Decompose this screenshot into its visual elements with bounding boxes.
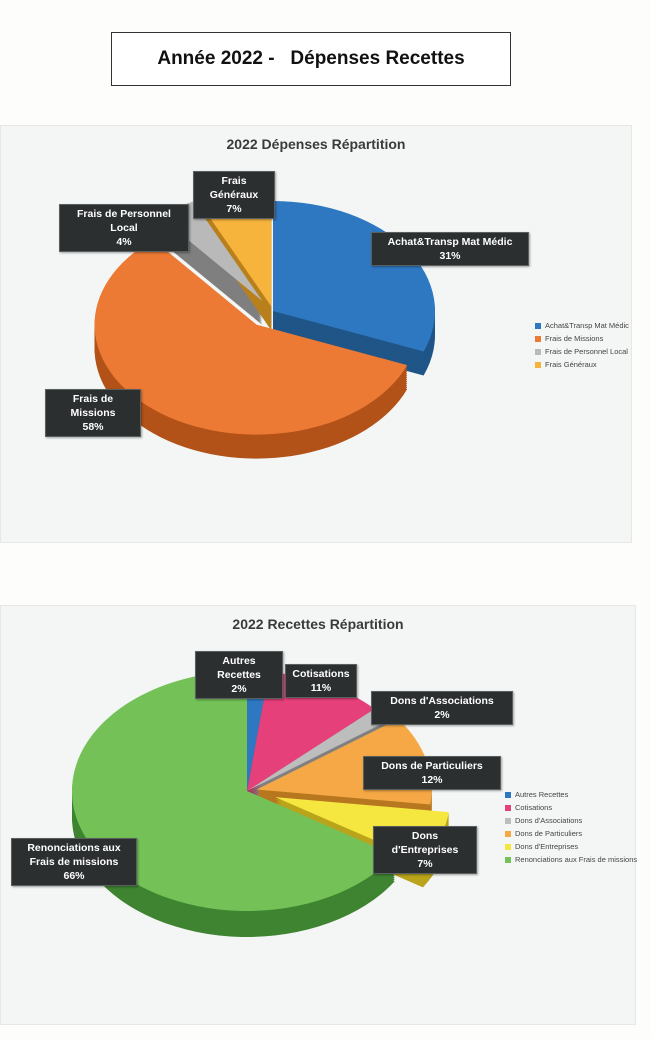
legend-swatch [535, 322, 541, 329]
expenses-chart-title: 2022 Dépenses Répartition [226, 136, 406, 152]
expenses-legend-item: Frais de Missions [535, 332, 629, 345]
revenue-label-autres-recettes: Autres Recettes 2% [195, 651, 283, 699]
revenue-legend: Autres Recettes Cotisations Dons d'Assoc… [505, 788, 637, 866]
revenue-label-renonciations: Renonciations aux Frais de missions 66% [11, 838, 137, 886]
expenses-legend-item: Frais Généraux [535, 358, 629, 371]
revenue-pie-chart [71, 671, 449, 937]
expenses-label-frais-missions: Frais de Missions 58% [45, 389, 141, 437]
revenue-label-dons-particuliers: Dons de Particuliers 12% [363, 756, 501, 790]
revenue-label-dons-associations: Dons d'Associations 2% [371, 691, 513, 725]
legend-swatch [505, 843, 511, 850]
expenses-legend-item: Frais de Personnel Local [535, 345, 629, 358]
expenses-label-achat-transp: Achat&Transp Mat Médic 31% [371, 232, 529, 266]
revenue-slice-dons-d-associations [247, 708, 389, 791]
revenue-legend-item: Autres Recettes [505, 788, 637, 801]
legend-swatch [535, 361, 541, 368]
page-title-box: Année 2022 - Dépenses Recettes [111, 32, 511, 86]
expenses-label-personnel-local: Frais de Personnel Local 4% [59, 204, 189, 252]
revenue-label-dons-entreprises: Dons d'Entreprises 7% [373, 826, 477, 874]
revenue-legend-item: Cotisations [505, 801, 637, 814]
expenses-slice-frais-g-n-raux [202, 196, 272, 307]
revenue-legend-item: Dons d'Entreprises [505, 840, 637, 853]
legend-swatch [505, 804, 511, 811]
expenses-chart-panel: 2022 Dépenses Répartition Frais Généraux… [0, 125, 632, 543]
expenses-slice-frais-de-missions [94, 239, 408, 435]
expenses-legend-item: Achat&Transp Mat Médic [535, 319, 629, 332]
revenue-legend-item: Dons d'Associations [505, 814, 637, 827]
legend-swatch [505, 830, 511, 837]
legend-swatch [535, 335, 541, 342]
revenue-label-cotisations: Cotisations 11% [285, 664, 357, 698]
expenses-label-frais-generaux: Frais Généraux 7% [193, 171, 275, 219]
revenue-chart-title: 2022 Recettes Répartition [232, 616, 404, 632]
revenue-slice-cotisations [247, 671, 375, 791]
legend-swatch [535, 348, 541, 355]
revenue-legend-item: Renonciations aux Frais de missions [505, 853, 637, 866]
revenue-legend-item: Dons de Particuliers [505, 827, 637, 840]
page-title: Année 2022 - Dépenses Recettes [157, 48, 465, 69]
revenue-chart-panel: 2022 Recettes Répartition Autres Recette… [0, 605, 637, 1025]
revenue-slice-renonciations-aux-frais-de-missions [71, 671, 395, 911]
expenses-legend: Achat&Transp Mat Médic Frais de Missions… [535, 319, 629, 371]
revenue-slice-autres-recettes [247, 671, 269, 791]
legend-swatch [505, 817, 511, 824]
legend-swatch [505, 856, 511, 863]
legend-swatch [505, 791, 511, 798]
